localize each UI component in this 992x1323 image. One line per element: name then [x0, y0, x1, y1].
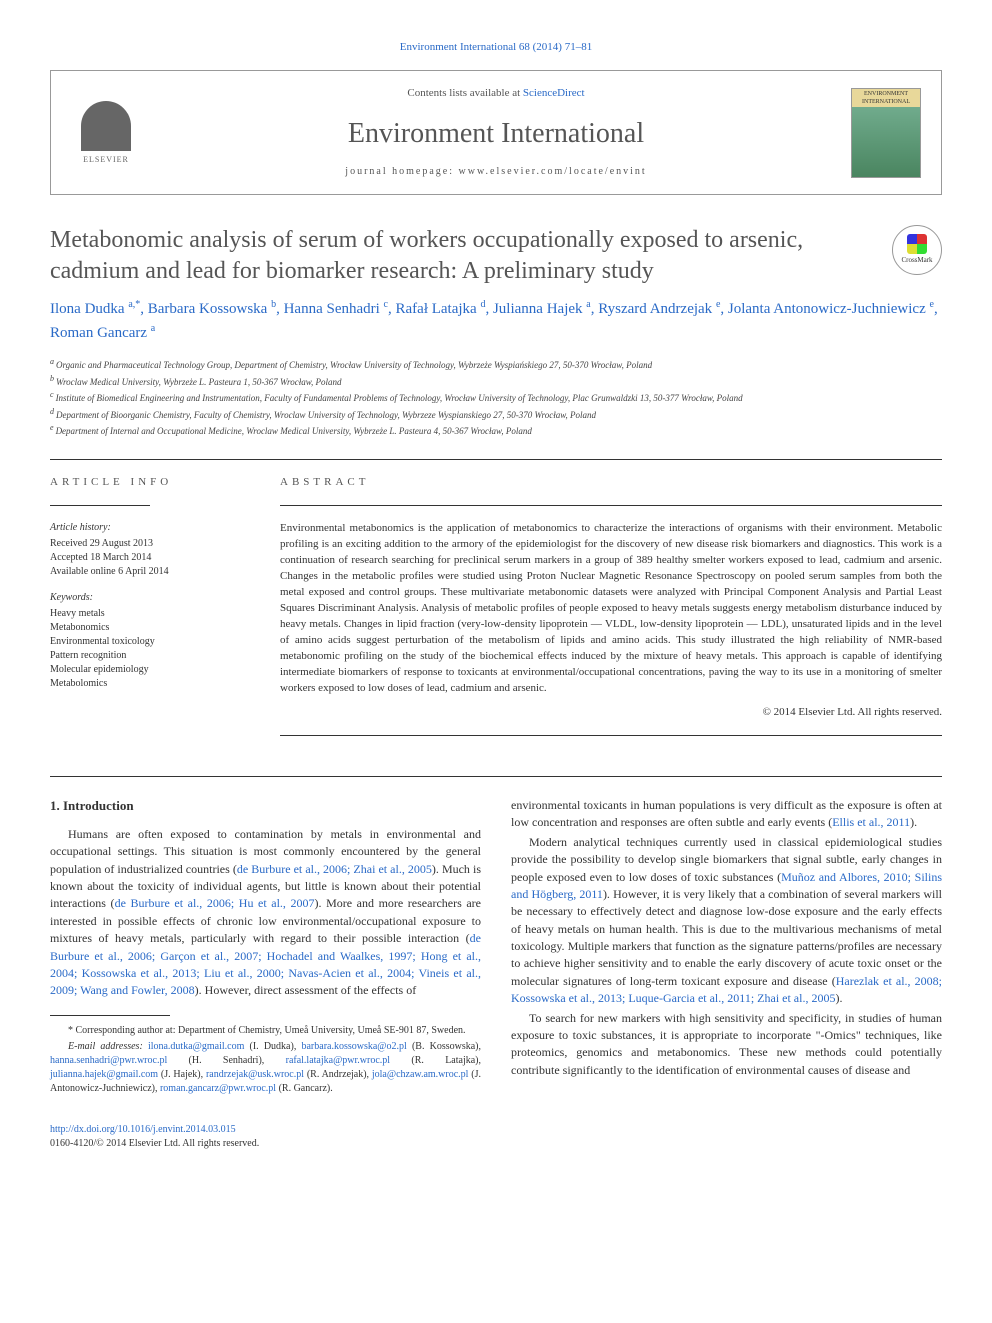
divider [50, 459, 942, 460]
article-info: ARTICLE INFO Article history: Received 2… [50, 475, 250, 751]
abstract-bottom-divider [280, 735, 942, 736]
citation[interactable]: de Burbure et al., 2006; Zhai et al., 20… [237, 862, 432, 876]
homepage-label: journal homepage: [345, 166, 458, 177]
body-column-right: environmental toxicants in human populat… [511, 797, 942, 1098]
authors-list: Ilona Dudka a,*, Barbara Kossowska b, Ha… [50, 297, 942, 344]
elsevier-tree-icon [81, 101, 131, 151]
copyright: © 2014 Elsevier Ltd. All rights reserved… [280, 705, 942, 720]
intro-paragraph-2: Modern analytical techniques currently u… [511, 834, 942, 1008]
info-heading: ARTICLE INFO [50, 475, 250, 490]
crossmark-badge[interactable]: CrossMark [892, 225, 942, 275]
crossmark-icon [907, 234, 927, 254]
info-divider [50, 505, 150, 506]
intro-paragraph-3: To search for new markers with high sens… [511, 1010, 942, 1080]
abstract-heading: ABSTRACT [280, 475, 942, 490]
journal-header: ELSEVIER Contents lists available at Sci… [50, 70, 942, 195]
journal-name: Environment International [141, 114, 851, 153]
header-center: Contents lists available at ScienceDirec… [141, 86, 851, 179]
elsevier-label: ELSEVIER [83, 154, 129, 165]
abstract-divider [280, 505, 942, 506]
email-addresses: E-mail addresses: ilona.dutka@gmail.com … [50, 1040, 481, 1096]
doi-link[interactable]: http://dx.doi.org/10.1016/j.envint.2014.… [50, 1123, 942, 1137]
abstract: ABSTRACT Environmental metabonomics is t… [280, 475, 942, 751]
history-label: Article history: [50, 521, 250, 535]
contents-line: Contents lists available at ScienceDirec… [141, 86, 851, 101]
body-divider [50, 776, 942, 777]
p-text: ). [910, 815, 917, 829]
p-text: ). [835, 991, 842, 1005]
sciencedirect-link[interactable]: ScienceDirect [523, 87, 585, 99]
cover-title: ENVIRONMENT INTERNATIONAL [852, 89, 920, 107]
bottom-info: http://dx.doi.org/10.1016/j.envint.2014.… [50, 1123, 942, 1151]
journal-homepage: journal homepage: www.elsevier.com/locat… [141, 165, 851, 179]
citation[interactable]: de Burbure et al., 2006; Hu et al., 2007 [115, 896, 315, 910]
abstract-text: Environmental metabonomics is the applic… [280, 521, 942, 696]
intro-paragraph-1: Humans are often exposed to contaminatio… [50, 826, 481, 1000]
journal-cover[interactable]: ENVIRONMENT INTERNATIONAL [851, 88, 921, 178]
citation[interactable]: Ellis et al., 2011 [832, 815, 910, 829]
intro-paragraph-cont: environmental toxicants in human populat… [511, 797, 942, 832]
contents-prefix: Contents lists available at [407, 87, 522, 99]
body-column-left: 1. Introduction Humans are often exposed… [50, 797, 481, 1098]
keywords-label: Keywords: [50, 591, 250, 605]
email-label: E-mail addresses: [68, 1041, 148, 1052]
article-title: Metabonomic analysis of serum of workers… [50, 225, 892, 287]
journal-citation[interactable]: Environment International 68 (2014) 71–8… [50, 40, 942, 55]
section-heading: 1. Introduction [50, 797, 481, 816]
footnote-divider [50, 1015, 170, 1016]
p1-text: ). However, direct assessment of the eff… [195, 983, 417, 997]
elsevier-logo[interactable]: ELSEVIER [71, 93, 141, 173]
history-text: Received 29 August 2013Accepted 18 March… [50, 537, 250, 579]
keywords-text: Heavy metalsMetabonomicsEnvironmental to… [50, 607, 250, 691]
crossmark-label: CrossMark [901, 256, 932, 266]
affiliations: aOrganic and Pharmaceutical Technology G… [50, 356, 942, 439]
corresponding-author: * Corresponding author at: Department of… [50, 1024, 481, 1038]
issn-copyright: 0160-4120/© 2014 Elsevier Ltd. All right… [50, 1137, 942, 1151]
p-text: ). However, it is very likely that a com… [511, 887, 942, 988]
homepage-url[interactable]: www.elsevier.com/locate/envint [459, 166, 647, 177]
